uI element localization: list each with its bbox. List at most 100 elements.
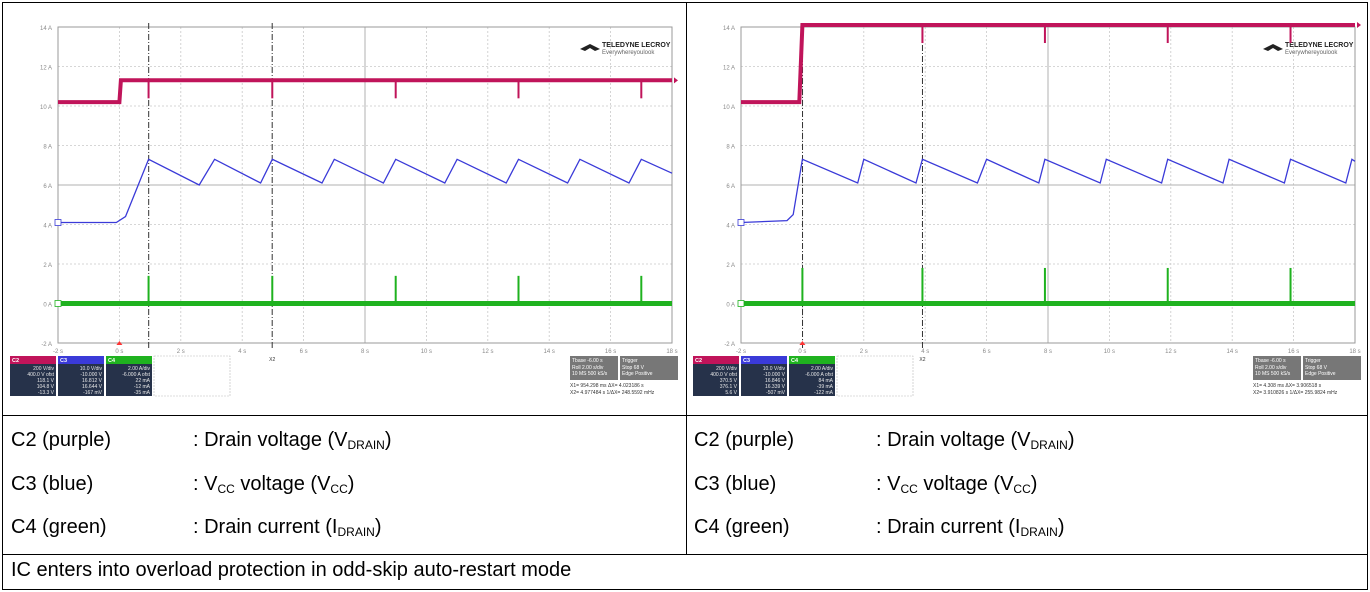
ch3-value: 16.812 V: [82, 378, 103, 384]
ch2-value: 200 V/div: [33, 366, 54, 372]
ch3-value: -507 mV: [766, 390, 786, 396]
x-tick-label: 14 s: [544, 349, 555, 355]
scope-background: [691, 9, 1363, 415]
ch2-header: [693, 356, 739, 364]
y-tick-label: 2 A: [726, 263, 735, 269]
tbase-header: Tbase -6.00 s: [1255, 358, 1286, 364]
ch2-title: C2: [12, 358, 19, 364]
ch2-value: 5.6 V: [725, 390, 737, 396]
x-tick-label: 16 s: [605, 349, 616, 355]
ch2-value: 370.5 V: [720, 378, 738, 384]
plot-border: [57, 26, 673, 344]
y-tick-label: -2 A: [724, 342, 735, 348]
ch3-value: -10.000 V: [763, 372, 785, 378]
ch3-value: 16.846 V: [765, 378, 786, 384]
x-tick-label: 8 s: [1044, 349, 1052, 355]
ch4-value: 2.00 A/div: [811, 366, 833, 372]
legend-name: C4 (green): [11, 516, 107, 538]
brand-tagline: Everywhereyoulook: [1285, 50, 1338, 56]
ch3-value: -10.000 V: [80, 372, 102, 378]
x-tick-label: 16 s: [1288, 349, 1299, 355]
trigger-value: Stop 68 V: [622, 365, 645, 371]
series-c2-line: [741, 23, 1355, 105]
x-tick-label: 8 s: [361, 349, 369, 355]
c4-marker: [54, 300, 62, 307]
ch4-value: -6.000 A ofst: [805, 372, 833, 378]
ch4-value: -39 mA: [817, 384, 834, 390]
x-tick-label: 14 s: [1227, 349, 1238, 355]
brand-name: TELEDYNE LECROY: [602, 42, 671, 49]
legend-desc: : Drain voltage (VDRAIN): [876, 429, 1075, 452]
ch3-body: [58, 364, 104, 396]
ch3-title: C3: [60, 358, 67, 364]
cursor-readout-x2: X2= 3.910826 s 1/ΔX= 255.9824 mHz: [1253, 390, 1338, 396]
ch3-value: 16.339 V: [765, 384, 786, 390]
ch2-value: 200 V/div: [716, 366, 737, 372]
x-tick-label: -2 s: [53, 349, 63, 355]
legend-desc: : Drain current (IDRAIN): [193, 516, 382, 539]
ch3-value: -167 mV: [83, 390, 103, 396]
cursor-label: X2: [269, 357, 275, 363]
ch2-value: 104.8 V: [37, 384, 55, 390]
x-tick-label: 12 s: [482, 349, 493, 355]
trigger-box: [620, 356, 678, 380]
legend-name: C4 (green): [694, 516, 790, 538]
ch3-value: 16.644 V: [82, 384, 103, 390]
c3-marker: [737, 219, 745, 226]
y-tick-label: 4 A: [726, 224, 735, 230]
logo-mark: [580, 44, 600, 51]
ch4-body: [789, 364, 835, 396]
c3-marker: [54, 219, 62, 226]
ch4-header: [789, 356, 835, 364]
tbase-box: [570, 356, 618, 380]
series-c2-line: [58, 78, 672, 105]
y-tick-label: 12 A: [723, 66, 735, 72]
c2-marker: [674, 77, 678, 84]
oscilloscope-right: 14 A 12 A 10 A 8 A 6 A 4 A 2 A 0 A -2 A -2 s 0 s 2 …: [691, 9, 1363, 415]
cursor-readout-x2: X2= 4.977484 s 1/ΔX= 248.5592 mHz: [570, 390, 655, 396]
scope-svg: 14 A 12 A 10 A 8 A 6 A 4 A 2 A 0 A -2 A-2 s 0 s 2 …: [691, 9, 1363, 415]
x-tick-label: 4 s: [238, 349, 246, 355]
ch3-header: [58, 356, 104, 364]
y-tick-label: 6 A: [43, 184, 52, 190]
y-tick-label: 14 A: [723, 26, 735, 32]
x-tick-label: 0 s: [115, 349, 123, 355]
trigger-value: Edge Positive: [1305, 371, 1336, 377]
c4-marker: [737, 300, 745, 307]
legend-desc: : Drain voltage (VDRAIN): [193, 429, 392, 452]
brand-tagline: Everywhereyoulook: [602, 50, 655, 56]
ch2-value: 118.1 V: [37, 378, 55, 384]
tbase-header: Tbase -6.00 s: [572, 358, 603, 364]
logo-mark: [1263, 44, 1283, 51]
y-tick-label: 0 A: [726, 303, 735, 309]
ch2-value: 376.1 V: [720, 384, 738, 390]
trigger-marker: [116, 341, 123, 345]
ch4-value: 2.00 A/div: [128, 366, 150, 372]
y-tick-label: 8 A: [726, 145, 735, 151]
legend-name: C2 (purple): [11, 429, 112, 451]
ch4-title: C4: [791, 358, 799, 364]
tbase-value: Roll 2.00 s/div: [1255, 365, 1287, 371]
x-tick-label: -2 s: [736, 349, 746, 355]
y-tick-label: 14 A: [40, 26, 52, 32]
legend-desc: : VCC voltage (VCC): [876, 473, 1038, 496]
oscilloscope-left: 14 A 12 A 10 A 8 A 6 A 4 A 2 A 0 A -2 A -2 s 0 s 2 …: [8, 9, 680, 415]
ch4-value: -122 mA: [814, 390, 834, 396]
x-tick-label: 12 s: [1165, 349, 1176, 355]
cursor-readout-x1: X1= 954.298 ms ΔX= 4.023186 s: [570, 383, 644, 389]
x-tick-label: 10 s: [421, 349, 432, 355]
ch2-value: 400.0 V ofst: [27, 372, 54, 378]
y-tick-label: 4 A: [43, 224, 52, 230]
series-c3-line: [740, 158, 1356, 224]
ch2-body: [10, 364, 56, 396]
series-c3-line: [58, 158, 673, 224]
ch3-body: [741, 364, 787, 396]
x-tick-label: 2 s: [177, 349, 185, 355]
scope-background: [8, 9, 680, 415]
scope-svg: 14 A 12 A 10 A 8 A 6 A 4 A 2 A 0 A -2 A-2 s 0 s 2 …: [8, 9, 680, 415]
tbase-value: 10 MS 500 kS/s: [572, 371, 608, 377]
tbase-value: Roll 2.00 s/div: [572, 365, 604, 371]
